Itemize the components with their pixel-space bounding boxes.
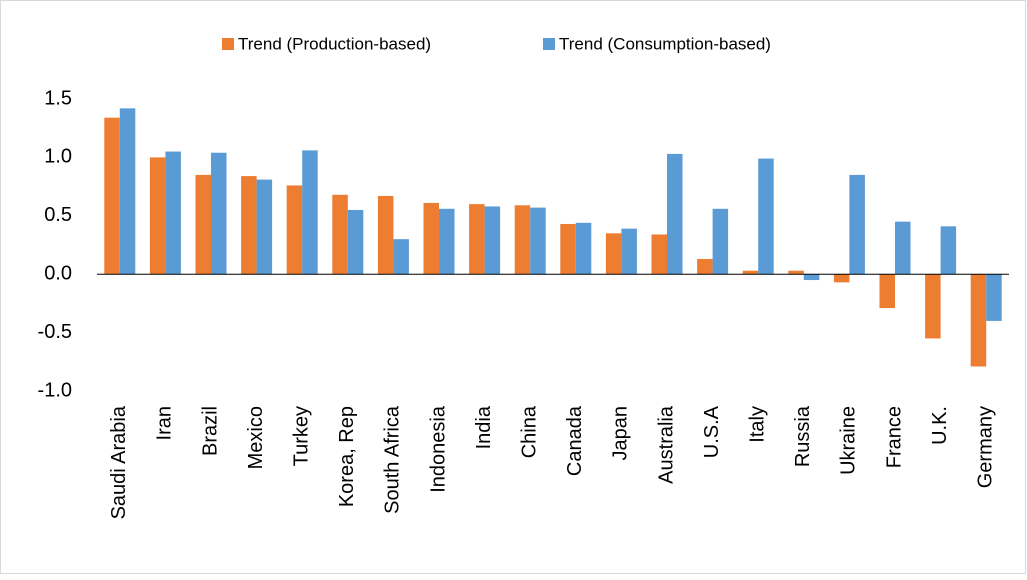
bar bbox=[211, 152, 227, 275]
bar bbox=[575, 222, 592, 275]
bar bbox=[286, 185, 303, 275]
bar bbox=[119, 108, 136, 275]
bar bbox=[803, 274, 820, 281]
bar bbox=[195, 174, 211, 275]
bar bbox=[879, 274, 895, 309]
x-tick-label: Korea, Rep bbox=[336, 406, 358, 507]
bar bbox=[758, 158, 774, 275]
x-tick-label: Mexico bbox=[245, 406, 267, 469]
y-tick-label: 0.5 bbox=[44, 204, 72, 226]
x-tick-label: Italy bbox=[746, 406, 768, 443]
x-tick-label: France bbox=[883, 406, 905, 468]
x-tick-label: Ukraine bbox=[838, 406, 860, 475]
legend-swatch bbox=[543, 38, 555, 50]
bar bbox=[621, 228, 637, 275]
bar bbox=[849, 174, 865, 275]
bar bbox=[712, 208, 729, 275]
y-tick-label: -1.0 bbox=[38, 379, 72, 401]
bar bbox=[560, 223, 576, 275]
bar bbox=[393, 239, 409, 275]
bar bbox=[423, 202, 439, 275]
bar bbox=[104, 117, 120, 275]
x-tick-label: China bbox=[518, 405, 540, 458]
bar bbox=[332, 194, 348, 275]
bar bbox=[514, 205, 531, 275]
bar bbox=[256, 179, 273, 275]
bar bbox=[149, 157, 166, 275]
y-tick-label: -0.5 bbox=[38, 321, 72, 343]
bar bbox=[970, 274, 987, 367]
x-tick-label: Brazil bbox=[199, 406, 221, 456]
bar bbox=[347, 209, 364, 275]
x-tick-label: Canada bbox=[564, 405, 586, 476]
x-tick-label: Indonesia bbox=[427, 405, 449, 493]
bar bbox=[302, 150, 318, 275]
legend-swatch bbox=[222, 38, 234, 50]
bar bbox=[986, 274, 1002, 321]
legend-label: Trend (Production-based) bbox=[238, 34, 431, 53]
x-tick-label: Japan bbox=[610, 406, 632, 461]
bar bbox=[439, 208, 455, 275]
bar bbox=[940, 226, 957, 275]
bar bbox=[165, 151, 181, 275]
bar bbox=[895, 221, 911, 275]
x-tick-label: Germany bbox=[974, 406, 996, 488]
bar bbox=[530, 207, 546, 275]
x-tick-label: Saudi Arabia bbox=[108, 405, 130, 519]
x-tick-label: U.S.A bbox=[701, 405, 723, 458]
bar bbox=[241, 176, 257, 275]
y-tick-label: 1.0 bbox=[44, 146, 72, 168]
legend-label: Trend (Consumption-based) bbox=[559, 34, 771, 53]
bar bbox=[605, 233, 622, 275]
bar bbox=[788, 270, 804, 275]
x-tick-label: South Africa bbox=[382, 405, 404, 514]
bar bbox=[925, 274, 941, 339]
bar bbox=[667, 153, 683, 275]
x-tick-label: India bbox=[473, 405, 495, 449]
x-tick-label: Russia bbox=[792, 405, 814, 467]
y-tick-label: 1.5 bbox=[44, 87, 72, 109]
bar bbox=[742, 270, 759, 275]
y-tick-label: 0.0 bbox=[44, 262, 72, 284]
x-tick-label: U.K. bbox=[929, 406, 951, 445]
bar bbox=[651, 234, 667, 275]
bar bbox=[377, 195, 394, 275]
x-tick-label: Iran bbox=[154, 406, 176, 440]
bar bbox=[469, 204, 485, 275]
x-tick-label: Australia bbox=[655, 405, 677, 484]
bar bbox=[833, 274, 850, 283]
x-tick-label: Turkey bbox=[290, 406, 312, 466]
bar bbox=[484, 206, 501, 275]
bar bbox=[697, 259, 713, 275]
